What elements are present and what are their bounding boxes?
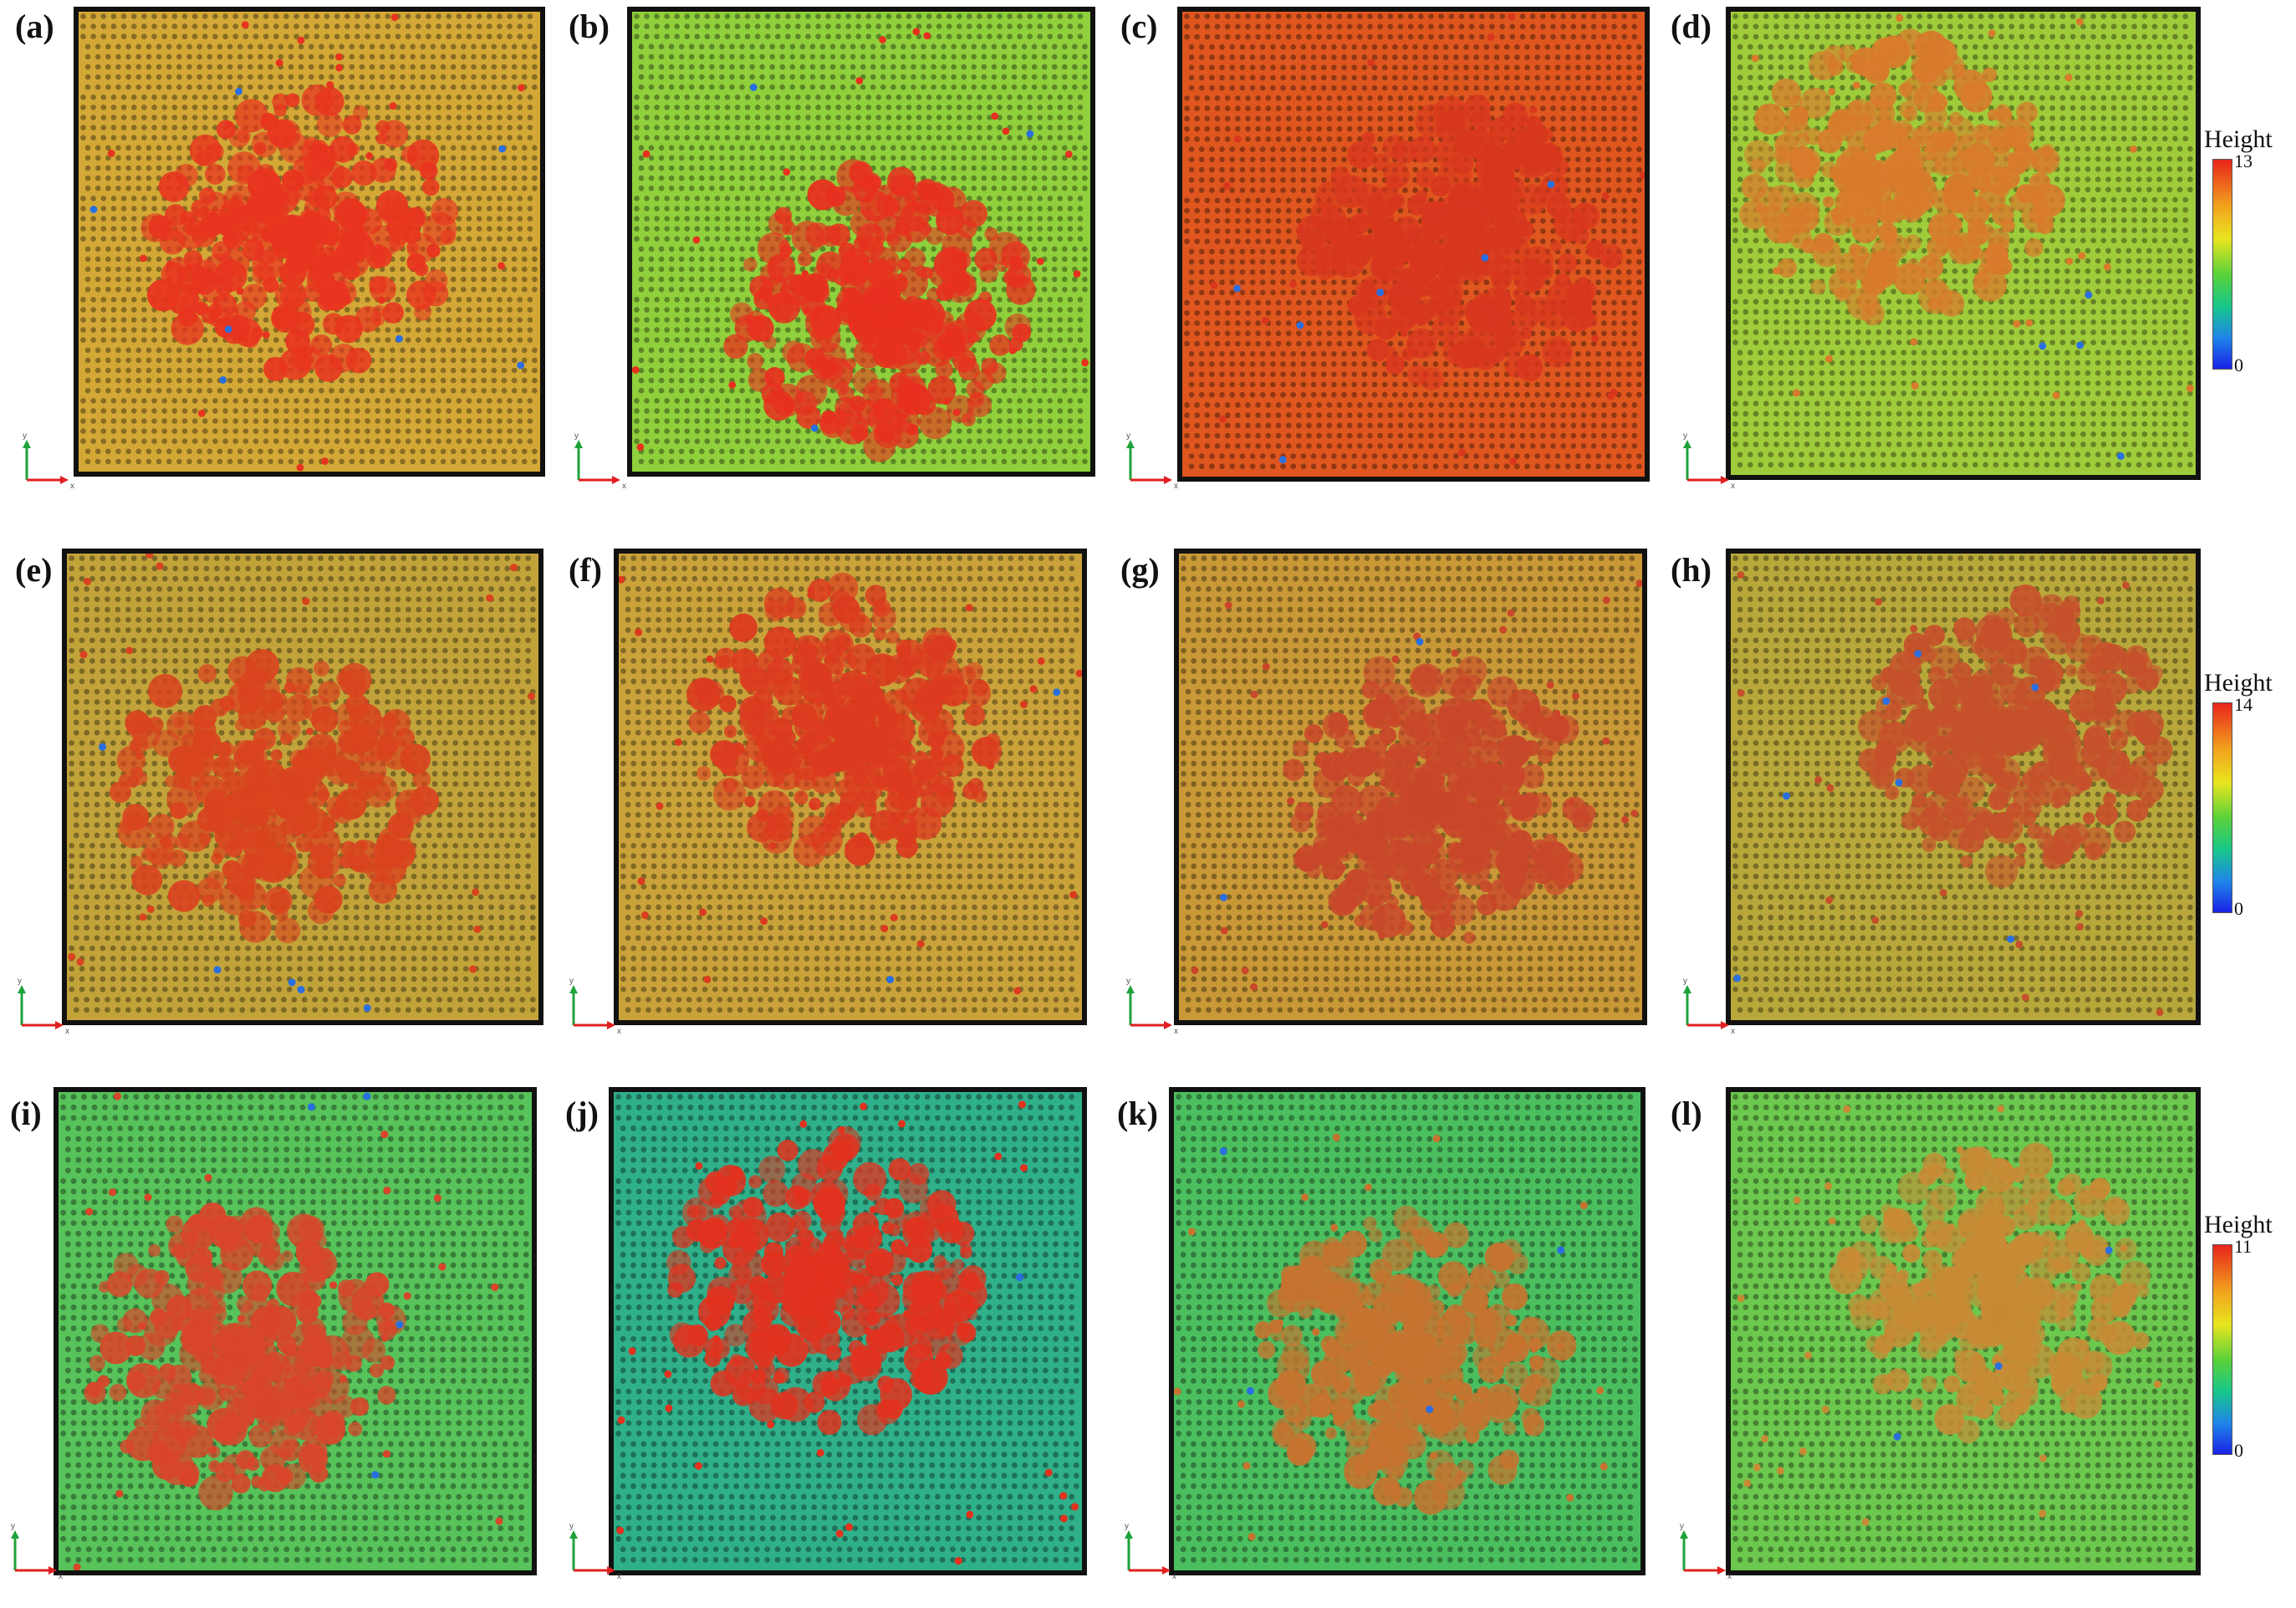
panel-j-image	[614, 1092, 1082, 1570]
panel-label-e: (e)	[15, 554, 52, 587]
colorbar-max: 11	[2234, 1236, 2252, 1258]
panel-k-image	[1174, 1092, 1640, 1570]
panel-l-image	[1731, 1092, 2196, 1570]
colorbar-gradient	[2212, 159, 2232, 370]
panel-label-i: (i)	[10, 1097, 42, 1131]
panel-label-b: (b)	[569, 10, 610, 43]
panel-j	[609, 1087, 1087, 1575]
panel-d	[1726, 7, 2201, 480]
panel-c	[1177, 7, 1650, 482]
panel-label-d: (d)	[1671, 10, 1712, 43]
panel-g	[1174, 549, 1647, 1025]
panel-g-image	[1179, 554, 1642, 1020]
panel-i	[54, 1087, 537, 1575]
panel-b-image	[632, 12, 1090, 472]
colorbar-max: 14	[2234, 694, 2253, 716]
panel-a	[74, 7, 545, 477]
panel-h-image	[1731, 554, 2196, 1020]
panel-label-l: (l)	[1671, 1097, 1702, 1131]
panel-d-image	[1731, 12, 2196, 475]
panel-k	[1169, 1087, 1645, 1575]
colorbar-gradient	[2212, 1244, 2232, 1455]
panel-label-k: (k)	[1117, 1097, 1158, 1131]
colorbar-min: 0	[2234, 898, 2243, 920]
panel-h	[1726, 549, 2201, 1025]
colorbar-title: Height	[2204, 1211, 2273, 1239]
panel-label-h: (h)	[1671, 554, 1712, 587]
panel-i-image	[59, 1092, 532, 1570]
panel-label-f: (f)	[569, 554, 602, 587]
panel-label-g: (g)	[1120, 554, 1160, 587]
panel-c-image	[1182, 12, 1645, 477]
panel-l	[1726, 1087, 2201, 1575]
colorbar-gradient	[2212, 702, 2232, 913]
height-colorbar: Height 13 0	[2204, 125, 2288, 376]
panel-f-image	[619, 554, 1082, 1020]
panel-a-image	[79, 12, 540, 472]
colorbar-title: Height	[2204, 125, 2273, 154]
panel-b	[627, 7, 1095, 477]
panel-label-j: (j)	[565, 1097, 599, 1131]
panel-e	[62, 549, 543, 1025]
colorbar-max: 13	[2234, 151, 2253, 172]
panel-f	[614, 549, 1087, 1025]
panel-label-c: (c)	[1120, 10, 1157, 43]
height-colorbar: Height 14 0	[2204, 669, 2288, 920]
height-colorbar: Height 11 0	[2204, 1211, 2288, 1462]
colorbar-min: 0	[2234, 355, 2243, 376]
panel-label-a: (a)	[15, 10, 54, 43]
colorbar-title: Height	[2204, 669, 2273, 697]
panel-e-image	[67, 554, 538, 1020]
colorbar-min: 0	[2234, 1440, 2243, 1462]
